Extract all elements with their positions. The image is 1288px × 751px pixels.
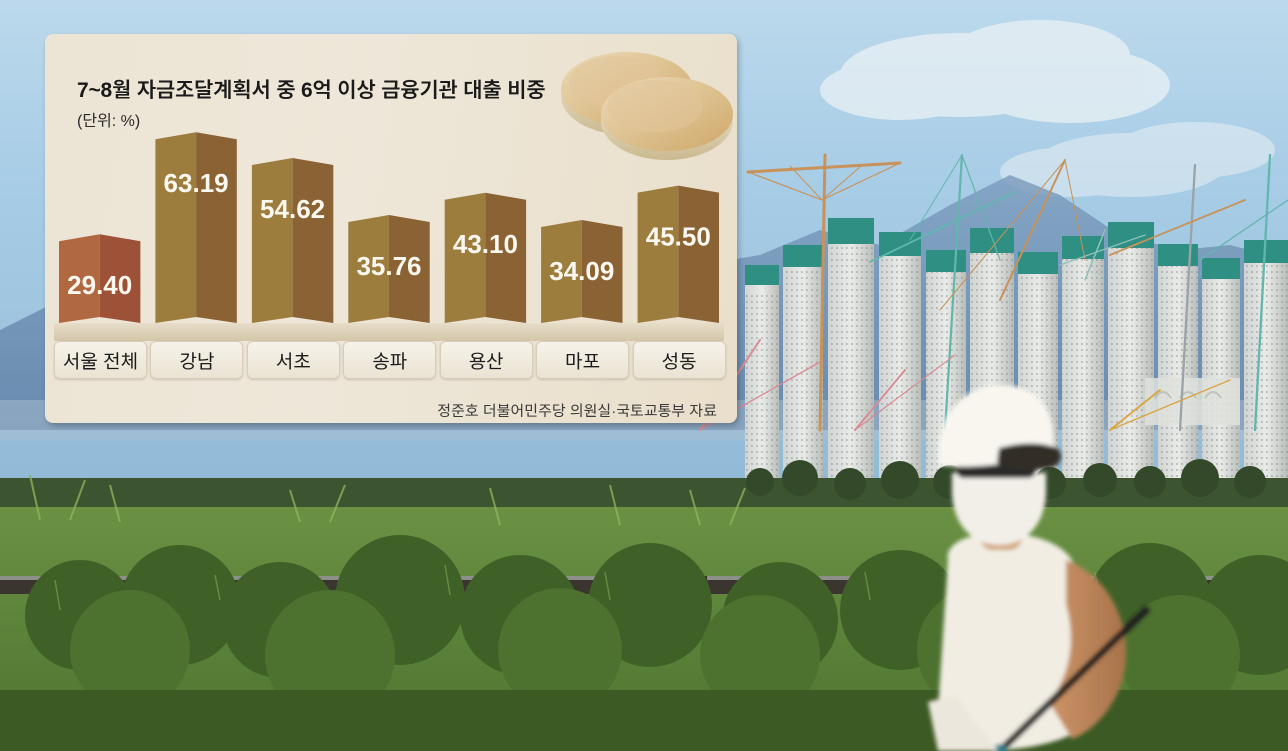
svg-text:54.62: 54.62 xyxy=(260,194,325,224)
svg-text:63.19: 63.19 xyxy=(164,168,229,198)
svg-text:35.76: 35.76 xyxy=(356,251,421,281)
svg-text:34.09: 34.09 xyxy=(549,256,614,286)
svg-text:29.40: 29.40 xyxy=(67,270,132,300)
svg-text:43.10: 43.10 xyxy=(453,229,518,259)
svg-text:45.50: 45.50 xyxy=(646,222,711,252)
